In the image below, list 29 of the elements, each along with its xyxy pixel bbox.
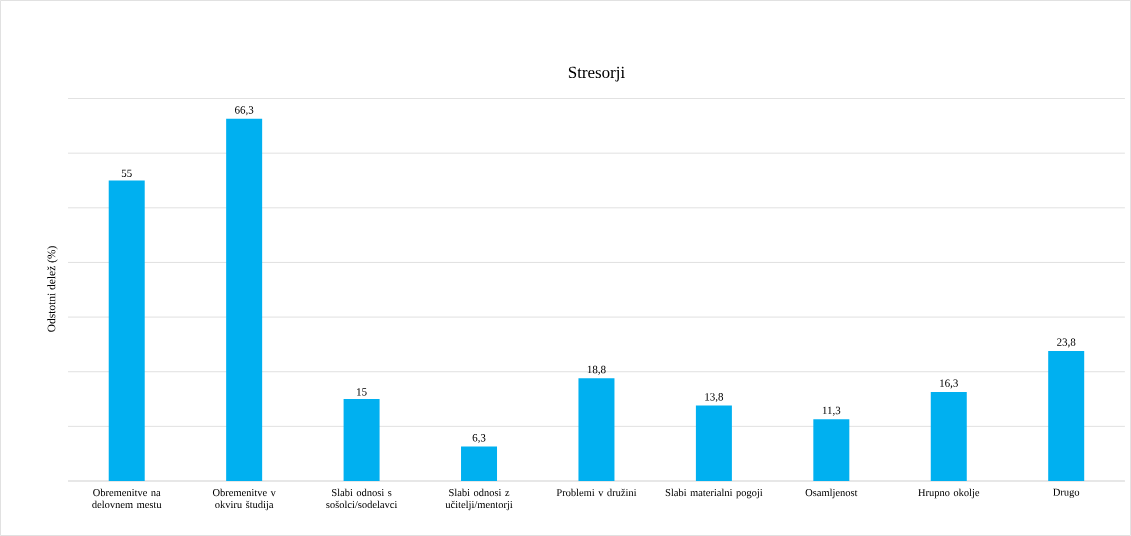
bar: [1048, 350, 1085, 481]
x-tick-label: Drugo: [1053, 488, 1080, 498]
data-label: 6,3: [472, 434, 486, 444]
data-label: 18,8: [587, 365, 606, 375]
data-label: 66,3: [235, 106, 254, 116]
data-label: 16,3: [940, 379, 958, 389]
bar: [695, 405, 732, 481]
data-label: 13,8: [705, 393, 724, 403]
bar: [930, 391, 967, 481]
x-tick-label: Osamljenost: [805, 488, 858, 499]
data-label: 15: [357, 388, 367, 396]
bar: [578, 378, 615, 481]
y-axis-title: Odstotni delež (%): [47, 246, 58, 332]
x-tick-label: Hrupno okolje: [918, 488, 980, 499]
x-tick-label: Obremenitve na delovnem mestu: [92, 488, 162, 509]
x-tick-label: Slabi materialni pogoji: [665, 488, 763, 499]
chart-title: Stresorji: [568, 66, 625, 82]
bar: [226, 118, 263, 481]
data-label: 23,8: [1057, 338, 1076, 348]
bar: [813, 419, 850, 481]
x-tick-label: Slabi odnosi z učitelji/mentorji: [445, 488, 513, 511]
data-label: 11,3: [822, 406, 841, 416]
bar: [108, 180, 145, 481]
data-label: 55: [121, 169, 132, 177]
x-tick-label: Obremenitve v okviru študija: [212, 488, 276, 511]
bar: [343, 399, 380, 481]
x-tick-label: Slabi odnosi s sošolci/sodelavci: [326, 488, 398, 509]
x-tick-label: Problemi v družini: [556, 488, 637, 497]
bar: [461, 446, 498, 481]
